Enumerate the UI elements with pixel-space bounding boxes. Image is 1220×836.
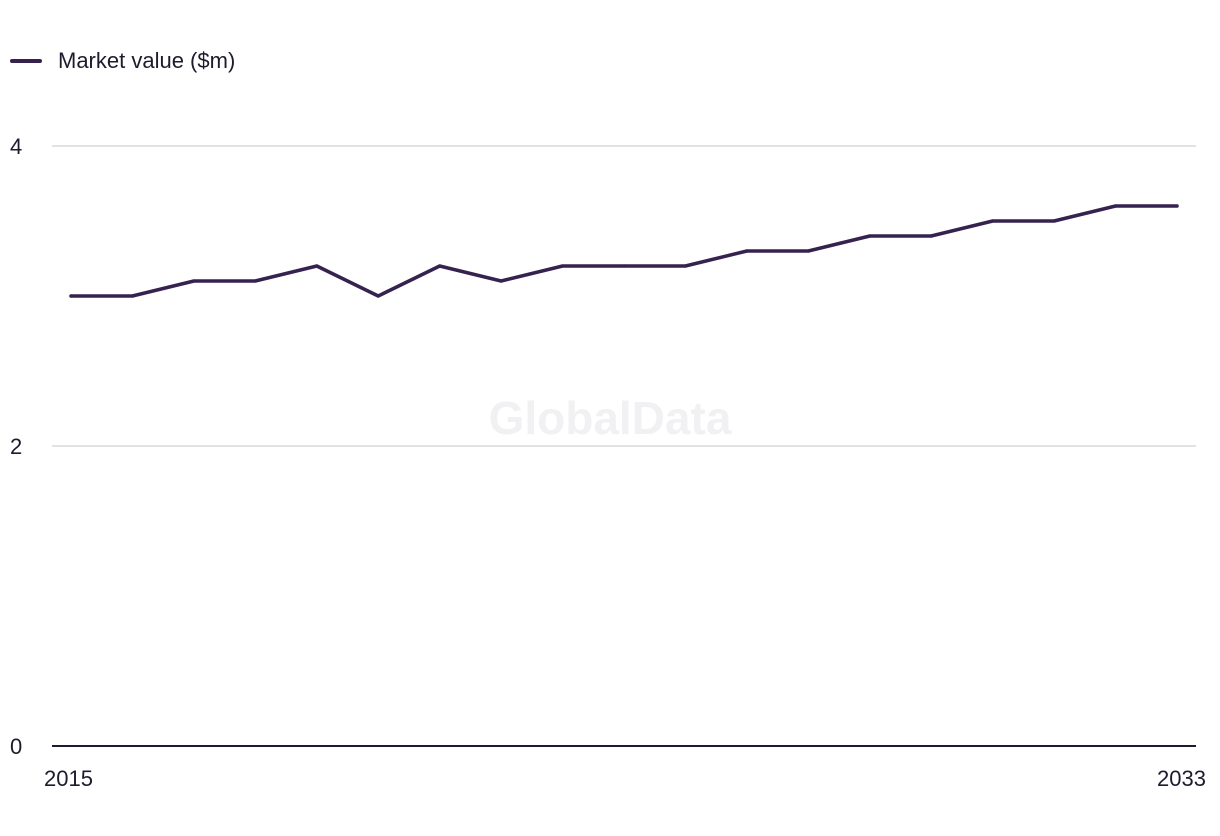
data-point — [130, 294, 135, 298]
data-point — [991, 219, 995, 223]
x-axis-ticks: 2015 2033 — [44, 766, 1206, 791]
data-point — [929, 234, 933, 238]
y-tick-label: 0 — [10, 734, 22, 759]
data-point — [1175, 204, 1179, 208]
y-tick-label: 4 — [10, 134, 22, 159]
legend: Market value ($m) — [10, 46, 235, 76]
series-line — [69, 204, 1179, 298]
data-point — [560, 264, 565, 268]
data-point — [438, 264, 442, 268]
data-point — [1113, 204, 1118, 208]
x-tick-label: 2015 — [44, 766, 93, 791]
data-point — [683, 264, 688, 268]
x-tick-label: 2033 — [1157, 766, 1206, 791]
legend-swatch — [10, 59, 42, 63]
series-layer — [69, 204, 1179, 298]
watermark: GlobalData — [489, 392, 732, 444]
data-point — [376, 294, 380, 298]
y-axis-ticks: 0 2 4 — [10, 134, 22, 759]
data-point — [253, 279, 257, 283]
data-point — [806, 249, 810, 253]
data-point — [745, 249, 749, 253]
data-point — [192, 279, 196, 283]
data-point — [315, 264, 319, 268]
y-tick-label: 2 — [10, 434, 22, 459]
data-point — [622, 264, 626, 268]
legend-label: Market value ($m) — [58, 48, 236, 73]
data-point — [868, 234, 872, 238]
data-point — [499, 279, 503, 283]
data-point — [69, 294, 73, 298]
grid — [52, 145, 1196, 747]
data-point — [1052, 219, 1056, 223]
